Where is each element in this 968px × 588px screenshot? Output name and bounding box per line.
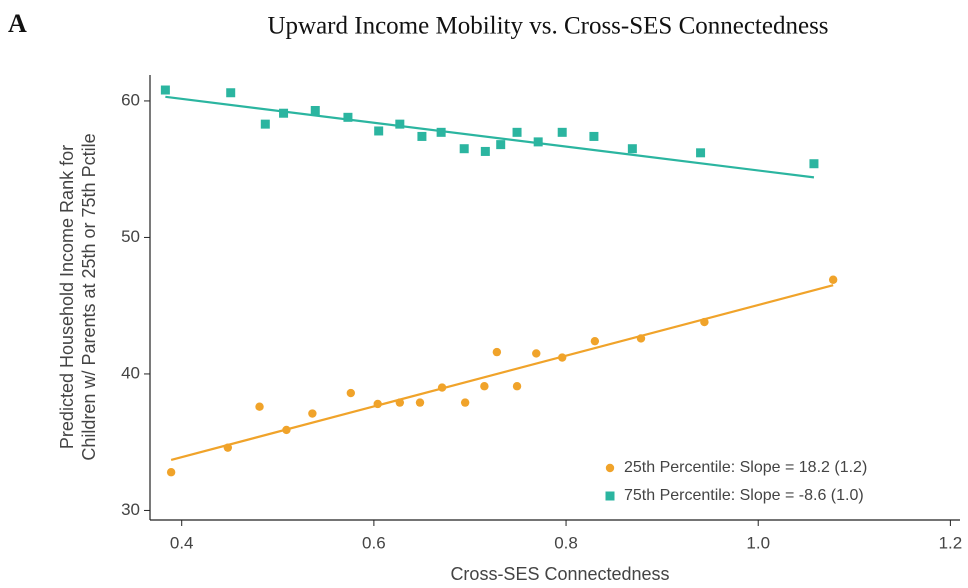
- point: [346, 388, 356, 398]
- legend-label: 25th Percentile: Slope = 18.2 (1.2): [624, 459, 867, 476]
- point: [279, 108, 289, 118]
- point: [437, 383, 447, 392]
- point: [415, 398, 425, 407]
- point: [809, 159, 819, 169]
- point: [492, 347, 502, 357]
- point: [636, 334, 646, 343]
- point: [590, 336, 600, 346]
- point: [226, 88, 236, 98]
- point: [459, 144, 469, 154]
- point: [395, 398, 405, 407]
- y-axis-label: Predicted Household Income Rank for Chil…: [57, 133, 99, 460]
- point: [374, 126, 384, 136]
- point: [255, 402, 264, 411]
- panel-label: A: [8, 9, 27, 38]
- point: [480, 382, 489, 391]
- point: [395, 119, 405, 129]
- point: [627, 144, 637, 154]
- point: [589, 131, 599, 141]
- fit-line: [170, 284, 834, 462]
- point: [160, 85, 170, 95]
- y-tick-label: 40: [121, 363, 140, 382]
- y-axis-label-line: Predicted Household Income Rank for: [57, 145, 77, 449]
- point: [496, 140, 506, 150]
- point: [700, 317, 709, 327]
- point: [480, 146, 490, 156]
- point: [696, 148, 706, 158]
- point: [308, 409, 317, 418]
- point: [512, 382, 522, 391]
- y-tick-label: 50: [121, 227, 140, 246]
- y-tick-label: 60: [121, 90, 140, 109]
- legend-marker: [605, 463, 615, 473]
- point: [166, 468, 176, 477]
- x-axis-label: Cross-SES Connectedness: [450, 564, 669, 584]
- x-tick-label: 1.2: [939, 533, 963, 552]
- x-tick-label: 0.6: [362, 533, 386, 552]
- x-tick-label: 0.4: [170, 533, 194, 552]
- point: [343, 112, 353, 122]
- y-tick-label: 30: [121, 500, 140, 519]
- legend-label: 75th Percentile: Slope = -8.6 (1.0): [624, 487, 864, 504]
- point: [282, 425, 291, 435]
- legend-marker: [605, 491, 615, 501]
- point: [532, 349, 541, 358]
- point: [373, 399, 382, 409]
- point: [533, 137, 543, 147]
- point: [828, 275, 838, 284]
- point: [558, 353, 567, 362]
- point: [557, 127, 567, 137]
- point: [460, 398, 470, 407]
- point: [310, 105, 320, 115]
- chart-title: Upward Income Mobility vs. Cross-SES Con…: [267, 13, 828, 40]
- point: [436, 127, 446, 137]
- x-tick-label: 1.0: [746, 533, 770, 552]
- point: [260, 119, 270, 129]
- fit-line: [165, 95, 815, 179]
- point: [417, 131, 427, 141]
- y-axis-label-line: Children w/ Parents at 25th or 75th Pcti…: [79, 133, 99, 460]
- x-tick-label: 0.8: [554, 533, 578, 552]
- point: [223, 443, 233, 452]
- point: [512, 127, 522, 137]
